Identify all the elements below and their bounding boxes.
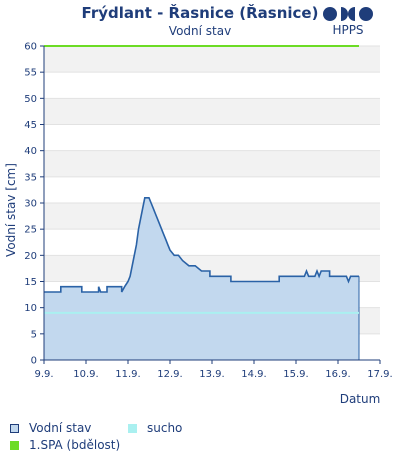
x-tick-label: 14.9.	[241, 369, 266, 380]
x-tick-label: 11.9.	[115, 369, 140, 380]
legend-swatch-drought	[128, 423, 137, 433]
y-tick-label: 10	[24, 303, 37, 314]
y-tick-label: 40	[24, 146, 37, 157]
chart-title: Frýdlant - Řasnice (Řasnice)	[81, 4, 319, 22]
legend-label: Vodní stav	[29, 421, 92, 435]
legend-swatch-water-level	[10, 423, 19, 433]
chart-subtitle: Vodní stav	[168, 24, 232, 38]
series-area-water-level	[44, 197, 359, 360]
legend-item-spa1: 1.SPA (bdělost)	[10, 438, 120, 452]
y-tick-label: 0	[31, 356, 37, 367]
y-tick-label: 25	[24, 225, 37, 236]
y-tick-label: 60	[24, 42, 37, 53]
x-tick-label: 17.9.	[367, 369, 392, 380]
y-tick-label: 20	[24, 251, 37, 262]
y-tick-labels: 0 5 10 15 20 25 30 35 40 45 50 55 60	[24, 42, 44, 367]
x-tick-label: 9.9.	[34, 369, 53, 380]
legend-label: sucho	[147, 421, 183, 435]
x-tick-labels: 9.9. 10.9. 11.9. 12.9. 13.9. 14.9. 15.9. 16.9. 1…	[34, 360, 393, 380]
y-tick-label: 30	[24, 199, 37, 210]
logo-text: HPPS	[332, 23, 364, 37]
legend-label: 1.SPA (bdělost)	[29, 438, 121, 452]
y-tick-label: 15	[24, 277, 37, 288]
grid-band	[44, 203, 380, 230]
y-tick-label: 5	[31, 329, 37, 340]
series-line-water-level	[44, 197, 359, 293]
legend-item-water-level: Vodní stav	[10, 421, 91, 435]
y-axis-label: Vodní stav [cm]	[4, 163, 18, 257]
x-tick-label: 13.9.	[199, 369, 224, 380]
y-tick-label: 50	[24, 94, 37, 105]
y-tick-label: 35	[24, 172, 37, 183]
x-axis-label: Datum	[339, 392, 381, 406]
grid-band	[44, 150, 380, 177]
grid-band	[44, 46, 380, 73]
hpps-logo-icon	[323, 7, 373, 21]
x-tick-label: 10.9.	[73, 369, 98, 380]
y-tick-label: 55	[24, 68, 37, 79]
series-layer	[44, 45, 360, 360]
x-tick-label: 15.9.	[283, 369, 308, 380]
x-tick-label: 12.9.	[157, 369, 182, 380]
legend-swatch-spa1	[10, 440, 19, 450]
x-tick-label: 16.9.	[325, 369, 350, 380]
grid-band	[44, 98, 380, 125]
legend-item-drought: sucho	[128, 421, 182, 435]
y-tick-label: 45	[24, 120, 37, 131]
